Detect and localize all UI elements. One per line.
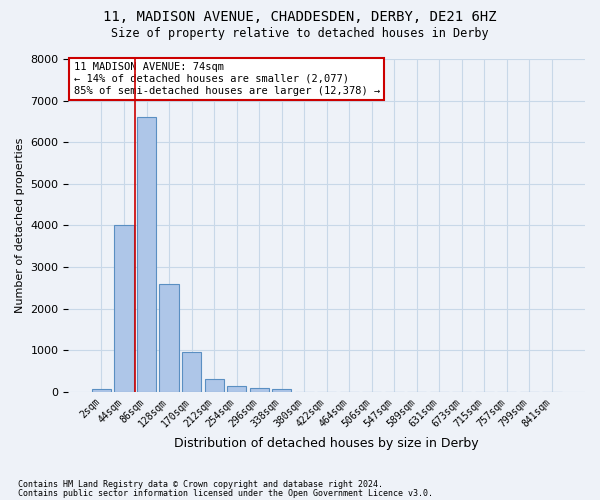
Text: Contains HM Land Registry data © Crown copyright and database right 2024.: Contains HM Land Registry data © Crown c… [18, 480, 383, 489]
Bar [182, 352, 201, 392]
Text: Contains public sector information licensed under the Open Government Licence v3: Contains public sector information licen… [18, 489, 433, 498]
Bar [205, 380, 224, 392]
Bar [227, 386, 246, 392]
Bar [272, 388, 291, 392]
Bar [160, 284, 179, 392]
Bar [115, 226, 134, 392]
Text: 11 MADISON AVENUE: 74sqm
← 14% of detached houses are smaller (2,077)
85% of sem: 11 MADISON AVENUE: 74sqm ← 14% of detach… [74, 62, 380, 96]
Bar [250, 388, 269, 392]
Y-axis label: Number of detached properties: Number of detached properties [15, 138, 25, 313]
X-axis label: Distribution of detached houses by size in Derby: Distribution of detached houses by size … [175, 437, 479, 450]
Text: 11, MADISON AVENUE, CHADDESDEN, DERBY, DE21 6HZ: 11, MADISON AVENUE, CHADDESDEN, DERBY, D… [103, 10, 497, 24]
Bar [92, 388, 111, 392]
Bar [137, 117, 156, 392]
Text: Size of property relative to detached houses in Derby: Size of property relative to detached ho… [111, 28, 489, 40]
